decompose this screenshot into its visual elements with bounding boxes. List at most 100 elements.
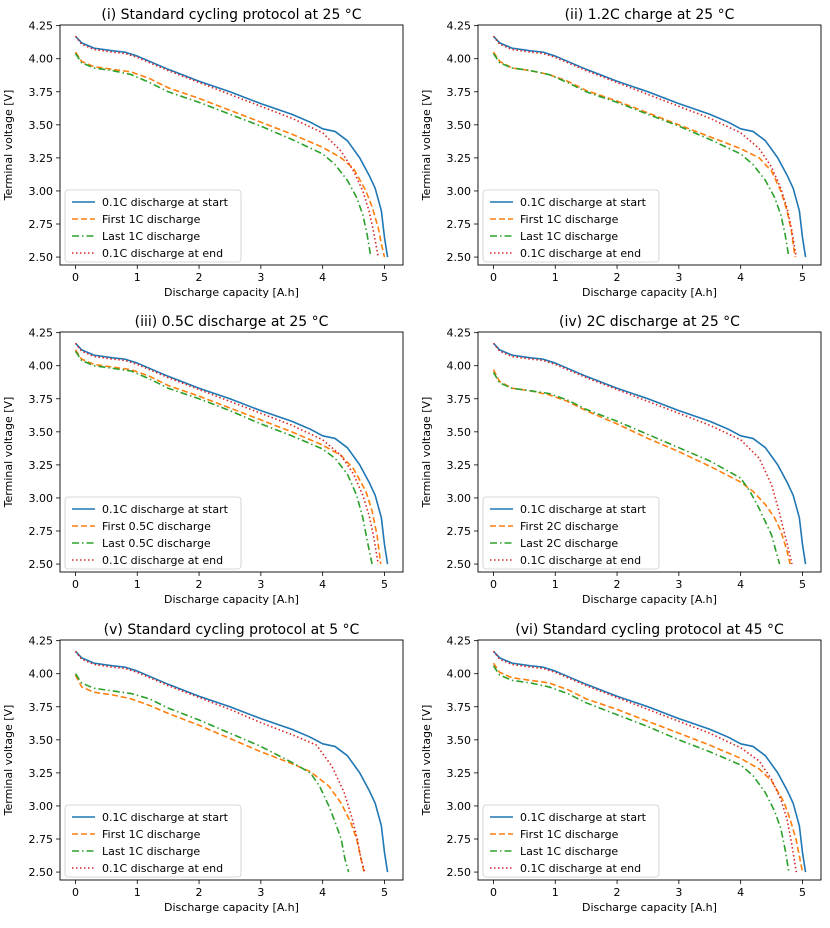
x-tick-label: 5 xyxy=(381,271,388,284)
x-tick-label: 2 xyxy=(614,271,621,284)
legend-label: 0.1C discharge at start xyxy=(102,811,229,824)
y-tick-label: 3.75 xyxy=(447,393,472,406)
y-tick-label: 4.25 xyxy=(447,20,472,33)
y-tick-label: 2.75 xyxy=(447,525,472,538)
series-line xyxy=(74,350,373,565)
y-tick-label: 4.25 xyxy=(447,327,472,340)
y-axis-label: Terminal voltage [V] xyxy=(420,397,433,509)
y-tick-label: 3.25 xyxy=(447,152,472,165)
x-tick-label: 3 xyxy=(257,271,264,284)
axes-frame xyxy=(477,24,822,266)
y-tick-label: 2.50 xyxy=(29,866,54,879)
y-tick-label: 4.25 xyxy=(29,20,54,33)
series-group xyxy=(492,650,807,873)
y-tick-label: 4.00 xyxy=(447,668,472,681)
legend-label: Last 0.5C discharge xyxy=(102,537,211,550)
x-tick-label: 1 xyxy=(552,271,559,284)
legend-label: 0.1C discharge at end xyxy=(520,554,641,567)
legend-label: First 1C discharge xyxy=(520,213,619,226)
series-line xyxy=(492,369,791,565)
y-tick-label: 3.50 xyxy=(447,119,472,132)
chart-title: (v) Standard cycling protocol at 5 °C xyxy=(104,622,360,638)
x-tick-label: 0 xyxy=(490,578,497,591)
axes-frame xyxy=(59,639,404,881)
series-line xyxy=(492,342,807,565)
series-line xyxy=(74,673,350,873)
legend-label: First 1C discharge xyxy=(102,213,201,226)
series-line xyxy=(74,35,380,258)
y-axis-label: Terminal voltage [V] xyxy=(420,90,433,202)
chart-title: (ii) 1.2C charge at 25 °C xyxy=(565,7,735,23)
legend-label: Last 1C discharge xyxy=(520,845,618,858)
x-tick-label: 1 xyxy=(552,578,559,591)
legend: 0.1C discharge at start First 1C discharg… xyxy=(482,189,660,263)
legend-label: 0.1C discharge at start xyxy=(520,196,647,209)
y-tick-label: 3.00 xyxy=(29,800,54,813)
x-axis-label: Discharge capacity [A.h] xyxy=(582,593,717,606)
x-axis-label: Discharge capacity [A.h] xyxy=(164,593,299,606)
x-tick-label: 3 xyxy=(257,578,264,591)
series-line xyxy=(492,650,807,873)
x-axis-label: Discharge capacity [A.h] xyxy=(164,286,299,299)
y-tick-label: 3.25 xyxy=(447,459,472,472)
y-tick-label: 3.25 xyxy=(29,152,54,165)
legend-box xyxy=(64,496,242,570)
x-tick-label: 1 xyxy=(134,271,141,284)
x-tick-label: 3 xyxy=(675,886,682,899)
y-tick-label: 3.00 xyxy=(447,185,472,198)
y-tick-label: 2.75 xyxy=(447,218,472,231)
y-axis-label: Terminal voltage [V] xyxy=(2,705,15,817)
x-tick-label: 5 xyxy=(381,578,388,591)
y-tick-label: 2.50 xyxy=(29,558,54,571)
legend-box xyxy=(482,804,660,878)
y-tick-label: 3.50 xyxy=(447,734,472,747)
y-tick-label: 3.50 xyxy=(29,426,54,439)
y-tick-label: 4.00 xyxy=(29,360,54,373)
axes-frame xyxy=(59,331,404,573)
x-tick-label: 2 xyxy=(196,886,203,899)
y-tick-label: 2.50 xyxy=(447,558,472,571)
chart-title: (iii) 0.5C discharge at 25 °C xyxy=(135,314,329,330)
x-tick-label: 3 xyxy=(675,578,682,591)
legend-label: Last 1C discharge xyxy=(520,230,618,243)
y-tick-label: 3.75 xyxy=(447,86,472,99)
y-axis-label: Terminal voltage [V] xyxy=(2,397,15,509)
series-group xyxy=(74,342,389,565)
series-group xyxy=(74,650,389,873)
legend-box xyxy=(64,189,242,263)
chart-title: (i) Standard cycling protocol at 25 °C xyxy=(101,7,361,23)
y-tick-label: 2.50 xyxy=(447,251,472,264)
y-tick-label: 3.00 xyxy=(29,492,54,505)
legend-label: 0.1C discharge at start xyxy=(520,503,647,516)
x-tick-label: 4 xyxy=(737,271,744,284)
series-line xyxy=(74,35,389,258)
y-tick-label: 3.25 xyxy=(29,459,54,472)
x-tick-label: 2 xyxy=(614,578,621,591)
y-tick-label: 3.75 xyxy=(29,393,54,406)
legend-label: First 0.5C discharge xyxy=(102,520,211,533)
y-tick-label: 4.00 xyxy=(29,53,54,66)
series-line xyxy=(492,665,790,873)
series-line xyxy=(492,371,781,565)
series-group xyxy=(492,35,807,258)
legend: 0.1C discharge at start First 0.5C discha… xyxy=(64,496,242,570)
subplot-4: (iv) 2C discharge at 25 °C 0 1 2 3 4 5 2.50 2.75… xyxy=(420,314,822,606)
y-tick-label: 2.50 xyxy=(447,866,472,879)
series-line xyxy=(74,650,366,873)
y-tick-label: 4.25 xyxy=(29,635,54,648)
x-tick-label: 2 xyxy=(196,578,203,591)
series-line xyxy=(492,662,804,873)
x-tick-label: 0 xyxy=(490,271,497,284)
x-axis-label: Discharge capacity [A.h] xyxy=(582,901,717,914)
y-tick-label: 2.75 xyxy=(29,833,54,846)
series-line xyxy=(492,35,807,258)
x-tick-label: 2 xyxy=(614,886,621,899)
x-tick-label: 4 xyxy=(319,271,326,284)
y-tick-label: 2.50 xyxy=(29,251,54,264)
legend-label: 0.1C discharge at end xyxy=(520,862,641,875)
legend-label: 0.1C discharge at end xyxy=(520,247,641,260)
x-tick-label: 5 xyxy=(799,271,806,284)
x-tick-label: 0 xyxy=(72,271,79,284)
x-tick-label: 0 xyxy=(72,886,79,899)
